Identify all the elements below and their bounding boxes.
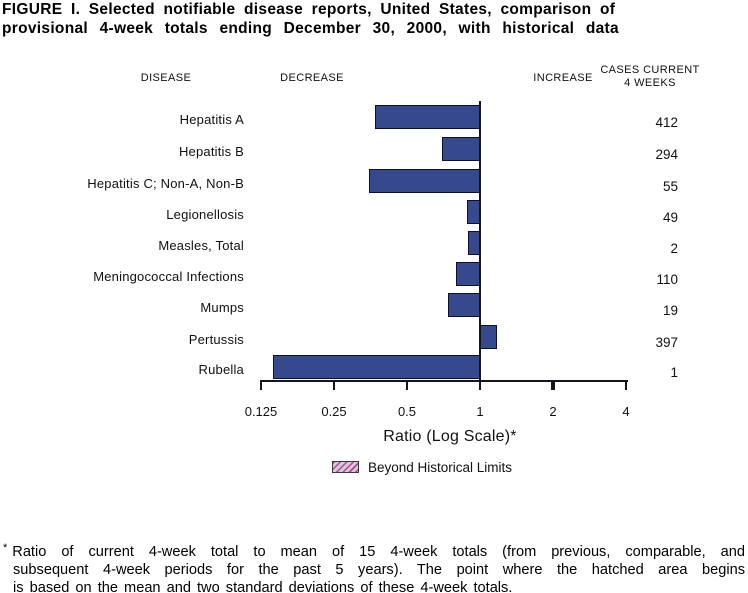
disease-label: Pertussis	[188, 332, 244, 347]
column-header-cases-line2: 4 WEEKS	[624, 76, 676, 89]
ratio-bar	[442, 137, 480, 161]
axis-tick-label: 0.125	[244, 404, 278, 419]
cases-count: 110	[656, 272, 678, 287]
disease-label: Hepatitis A	[179, 112, 244, 127]
reference-line-ratio-1	[479, 101, 481, 382]
disease-label: Hepatitis B	[178, 144, 244, 159]
axis-tick	[333, 380, 335, 390]
cases-count: 2	[670, 241, 678, 256]
disease-label: Meningococcal Infections	[93, 269, 244, 284]
ratio-bar	[456, 262, 480, 286]
axis-tick-label: 0.25	[321, 404, 347, 419]
cases-count: 19	[662, 303, 678, 318]
disease-label: Legionellosis	[166, 207, 244, 222]
column-header-increase: INCREASE	[533, 72, 593, 84]
cases-count: 49	[662, 210, 678, 225]
axis-tick	[260, 380, 262, 390]
axis-tick-label: 0.5	[397, 404, 417, 419]
axis-tick	[479, 380, 481, 390]
disease-label: Hepatitis C; Non-A, Non-B	[87, 176, 244, 191]
axis-tick-label: 4	[622, 404, 630, 419]
footnote-line1-text: Ratio of current 4-week total to mean of…	[12, 544, 745, 560]
cases-count: 412	[655, 115, 678, 130]
legend-hatched-swatch	[332, 461, 359, 473]
cases-count: 294	[655, 147, 678, 162]
cases-count: 55	[662, 179, 678, 194]
disease-label: Rubella	[198, 362, 244, 377]
ratio-bar	[448, 293, 480, 317]
footnote: * Ratio of current 4-week total to mean o…	[3, 539, 745, 593]
x-axis-line	[261, 380, 628, 382]
disease-label: Mumps	[200, 300, 244, 315]
ratio-bar	[375, 105, 480, 129]
column-header-decrease: DECREASE	[280, 72, 344, 84]
footnote-line-3: is based on the mean and two standard de…	[13, 580, 513, 593]
axis-tick-label: 1	[476, 404, 484, 419]
axis-tick	[406, 380, 408, 390]
column-header-disease: DISEASE	[140, 72, 192, 84]
ratio-bar	[273, 355, 480, 379]
footnote-asterisk: *	[3, 542, 8, 554]
figure-title: FIGURE I. Selected notifiable disease re…	[2, 1, 619, 38]
disease-label: Measles, Total	[158, 238, 244, 253]
figure-title-line1: FIGURE I. Selected notifiable disease re…	[2, 1, 616, 18]
ratio-bar	[480, 325, 497, 349]
axis-tick-label: 2	[549, 404, 557, 419]
axis-tick	[625, 380, 627, 390]
column-header-cases: CASES CURRENT 4 WEEKS	[600, 64, 699, 89]
column-header-cases-line1: CASES CURRENT	[600, 64, 700, 76]
cases-count: 397	[655, 335, 678, 350]
axis-tick	[551, 380, 555, 390]
x-axis-label: Ratio (Log Scale)*	[383, 428, 517, 445]
cases-count: 1	[670, 365, 678, 380]
legend-label: Beyond Historical Limits	[368, 460, 513, 475]
figure-title-line2: provisional 4-week totals ending Decembe…	[2, 19, 619, 37]
footnote-line-1: * Ratio of current 4-week total to mean o…	[3, 539, 745, 561]
ratio-bar	[369, 169, 480, 193]
footnote-line-2: subsequent 4-week periods for the past 5…	[13, 562, 745, 579]
